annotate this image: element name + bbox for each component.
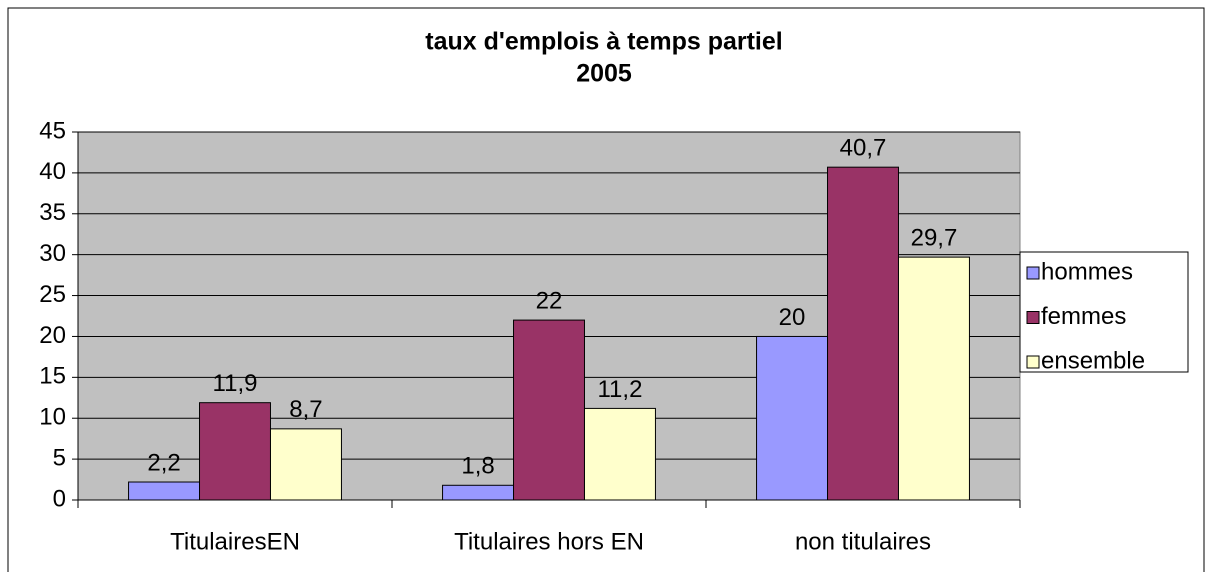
- legend-label: femmes: [1041, 303, 1126, 330]
- data-label: 11,2: [597, 376, 642, 403]
- y-tick-label: 25: [39, 281, 66, 308]
- y-tick-label: 45: [39, 117, 66, 144]
- y-tick-label: 20: [39, 322, 66, 349]
- y-tick-label: 35: [39, 199, 66, 226]
- data-label: 20: [779, 304, 806, 331]
- x-tick-label: non titulaires: [795, 528, 931, 555]
- bar: [269, 428, 342, 501]
- chart-border: [7, 7, 1205, 572]
- x-tick-label: Titulaires hors EN: [454, 528, 644, 555]
- legend-label: ensemble: [1041, 347, 1145, 374]
- data-label: 40,7: [840, 135, 887, 162]
- legend-box: [1019, 251, 1189, 373]
- y-tick-label: 40: [39, 158, 66, 185]
- y-tick-label: 30: [39, 240, 66, 267]
- bar: [442, 484, 515, 501]
- y-tick-label: 10: [39, 404, 66, 431]
- data-label: 2,2: [147, 449, 180, 476]
- y-tick-label: 15: [39, 363, 66, 390]
- bar: [128, 481, 201, 501]
- data-label: 8,7: [289, 396, 322, 423]
- data-label: 29,7: [911, 224, 958, 251]
- legend-label: hommes: [1041, 258, 1133, 285]
- x-tick-label: TitulairesEN: [170, 528, 300, 555]
- y-tick-label: 5: [53, 444, 66, 471]
- bar: [583, 407, 656, 501]
- chart-title: 2005: [576, 60, 632, 88]
- data-label: 11,9: [213, 370, 258, 397]
- legend-swatch: [1026, 266, 1040, 280]
- bar: [897, 256, 970, 501]
- bar: [513, 319, 585, 501]
- bar: [827, 166, 899, 501]
- data-label: 22: [536, 287, 563, 314]
- y-tick-label: 0: [53, 485, 66, 512]
- chart-title: taux d'emplois à temps partiel: [425, 28, 782, 56]
- bar: [756, 335, 829, 501]
- bar: [199, 402, 271, 501]
- legend-swatch: [1026, 355, 1040, 369]
- data-label: 1,8: [461, 453, 494, 480]
- legend-swatch: [1026, 311, 1040, 324]
